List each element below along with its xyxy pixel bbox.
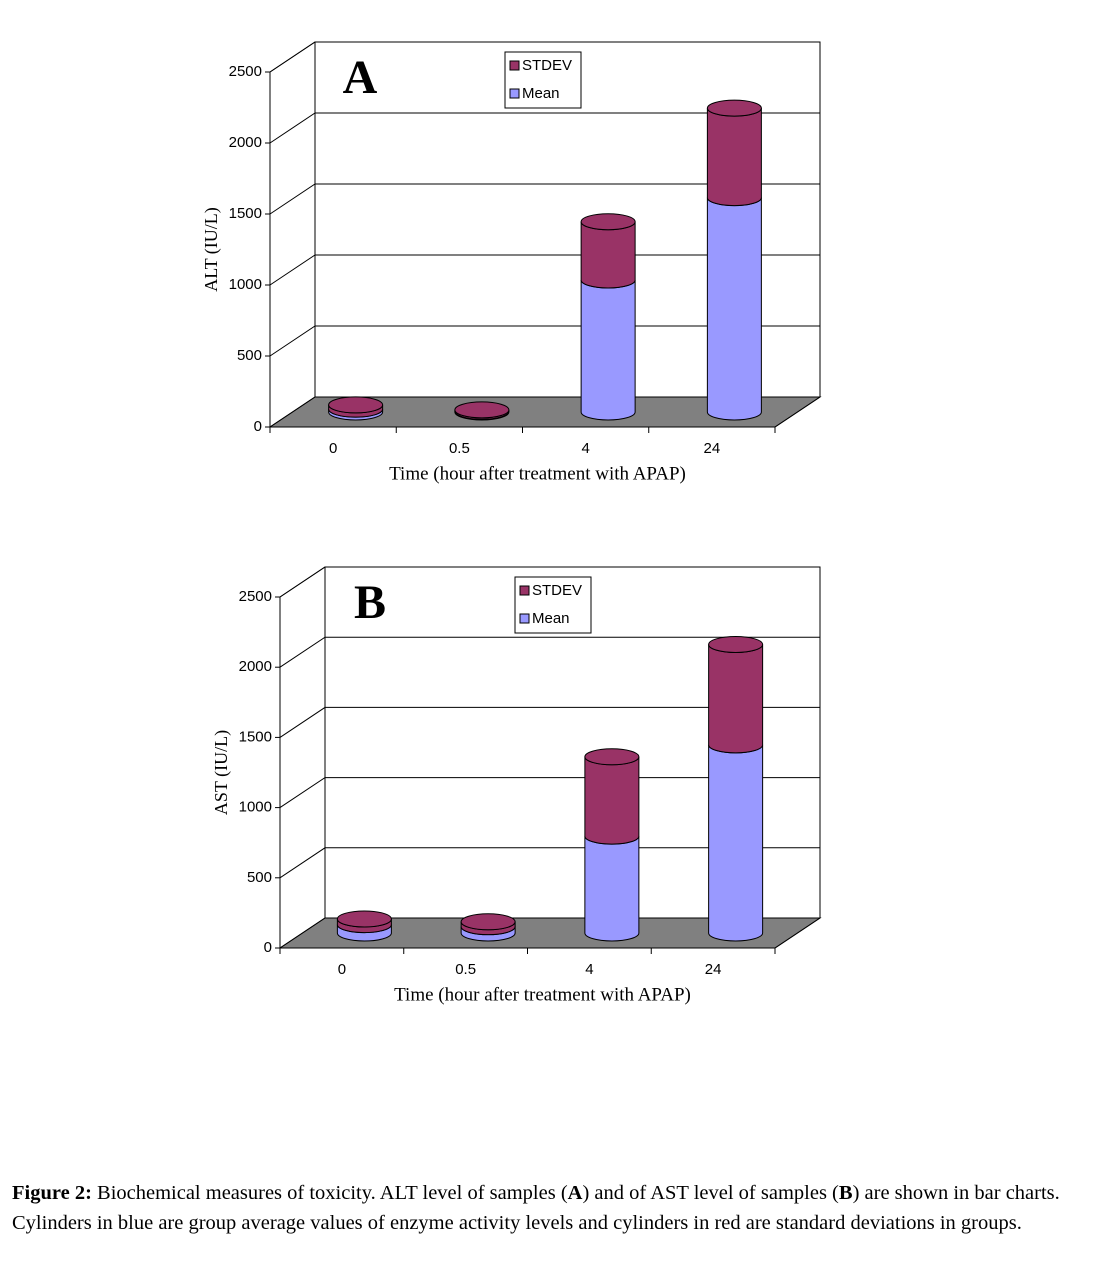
y-tick-label: 2000 [239, 658, 272, 675]
caption-text: ) and of AST level of samples ( [582, 1182, 839, 1204]
grid-line [269, 396, 820, 428]
cylinder-segment [584, 836, 640, 942]
cylinder-segment [708, 644, 764, 754]
caption-text: ) are shown in bar charts. Cylinders in … [12, 1182, 1060, 1234]
cylinder-segment [706, 108, 762, 207]
figure: 0 500 1000 1500 2000 2500 0 0.5 4 24 A ALT (IU/L) Ti… [201, 41, 822, 1005]
legend-label: Mean [522, 85, 560, 102]
grid-line [279, 706, 820, 738]
x-tick-label: 0 [338, 961, 346, 978]
legend-swatch [509, 88, 520, 99]
grid-line [279, 566, 820, 598]
legend-label: STDEV [532, 582, 582, 599]
cylinder-segment [708, 744, 764, 942]
y-axis-title: AST (IU/L) [211, 730, 232, 815]
grid-line [269, 254, 820, 286]
x-tick-label: 0 [329, 440, 337, 457]
grid-line [269, 325, 820, 357]
grid-line [279, 917, 820, 949]
grid-line [269, 41, 820, 73]
cylinder-cap [706, 99, 762, 117]
x-axis-title: Time (hour after treatment with APAP) [394, 984, 691, 1005]
y-tick-label: 2500 [239, 588, 272, 605]
grid-line [269, 183, 820, 215]
cylinder-cap [336, 910, 392, 928]
legend-label: STDEV [522, 57, 572, 74]
legend-label: Mean [532, 610, 570, 627]
y-tick-label: 1000 [229, 276, 262, 293]
cylinder-segment [580, 279, 636, 421]
legend-swatch [509, 60, 520, 71]
y-tick-label: 0 [254, 418, 262, 435]
cylinder-cap [328, 396, 384, 414]
grid-line [279, 777, 820, 809]
x-axis-title: Time (hour after treatment with APAP) [389, 463, 686, 484]
caption-text: B [838, 1182, 853, 1204]
x-tick-label: 0.5 [449, 440, 470, 457]
x-tick-label: 4 [581, 440, 589, 457]
cylinder-segment [584, 756, 640, 845]
panel-label: B [354, 576, 386, 629]
y-tick-label: 1500 [239, 728, 272, 745]
legend-box [504, 51, 582, 109]
cylinder-cap [708, 635, 764, 653]
y-tick-label: 500 [237, 347, 262, 364]
cylinder-segment [580, 221, 636, 289]
cylinder-cap [454, 401, 510, 419]
cylinder-cap [460, 913, 516, 931]
cylinder-segment [706, 197, 762, 421]
x-tick-label: 24 [704, 440, 721, 457]
y-axis-title: ALT (IU/L) [201, 207, 222, 292]
caption-text: Figure 2: [12, 1182, 92, 1204]
grid-line [279, 847, 820, 879]
y-tick-label: 500 [247, 869, 272, 886]
caption-text: A [567, 1182, 583, 1204]
cylinder-cap [584, 748, 640, 766]
grid-line [269, 112, 820, 144]
x-tick-label: 0.5 [455, 961, 476, 978]
floor-edge [774, 917, 821, 949]
y-tick-label: 2000 [229, 134, 262, 151]
y-tick-label: 2500 [229, 63, 262, 80]
panel-label: A [343, 51, 378, 104]
legend-swatch [519, 585, 530, 596]
x-tick-label: 4 [585, 961, 593, 978]
cylinder-cap [580, 213, 636, 231]
caption-text: Biochemical measures of toxicity. ALT le… [91, 1182, 568, 1204]
y-tick-label: 1500 [229, 205, 262, 222]
legend-swatch [519, 613, 530, 624]
grid-line [279, 636, 820, 668]
floor-edge [774, 396, 821, 428]
y-tick-label: 1000 [239, 799, 272, 816]
x-tick-label: 24 [705, 961, 722, 978]
y-tick-label: 0 [264, 939, 272, 956]
caption: Figure 2: Biochemical measures of toxici… [12, 1178, 1088, 1238]
